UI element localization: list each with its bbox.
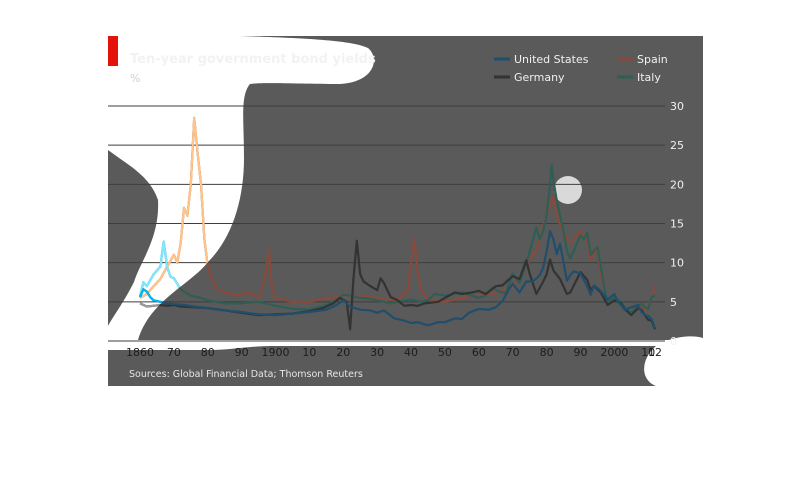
x-tick-label: 90 — [235, 346, 249, 359]
x-tick-label: 10 — [641, 346, 655, 359]
x-tick-label: 40 — [404, 346, 418, 359]
chart-title: Ten-year government bond yields — [130, 52, 376, 67]
x-tick-label: 50 — [438, 346, 452, 359]
chart-unit: % — [130, 72, 140, 85]
panel-blob-bottom — [108, 340, 703, 350]
series-line-united-states — [138, 230, 657, 329]
x-tick-label: 2000 — [600, 346, 628, 359]
highlight-dot — [554, 176, 582, 204]
y-tick-label: 20 — [670, 178, 684, 191]
y-axis: 0 5 10 15 20 25 30 — [670, 100, 684, 348]
y-tick-label: 0 — [670, 335, 677, 348]
chart-source: Sources: Global Financial Data; Thomson … — [129, 369, 363, 380]
y-tick-label: 25 — [670, 139, 684, 152]
x-tick-label: 90 — [573, 346, 587, 359]
legend-label-united-states: United States — [514, 53, 589, 66]
legend: United States Spain Germany Italy — [494, 53, 668, 84]
x-tick-label: 80 — [201, 346, 215, 359]
x-tick-label: 30 — [370, 346, 384, 359]
grid-lines — [108, 105, 665, 342]
legend-label-italy: Italy — [637, 71, 661, 84]
x-tick-label: 80 — [540, 346, 554, 359]
series-lines — [138, 116, 657, 331]
x-tick-label: 1900 — [262, 346, 290, 359]
x-tick-label: 12 — [648, 346, 662, 359]
x-tick-label: 1860 — [126, 346, 154, 359]
y-tick-label: 30 — [670, 100, 684, 113]
brand-accent-bar — [108, 36, 118, 66]
series-line-spain-highlight — [139, 116, 255, 316]
y-tick-label: 5 — [670, 296, 677, 309]
panel-blob-right — [644, 336, 703, 390]
legend-label-germany: Germany — [514, 71, 565, 84]
x-tick-label: 10 — [302, 346, 316, 359]
x-tick-label: 70 — [506, 346, 520, 359]
x-tick-label: 70 — [167, 346, 181, 359]
y-tick-label: 10 — [670, 257, 684, 270]
panel-blob-left — [108, 36, 374, 340]
x-tick-label: 60 — [472, 346, 486, 359]
x-tick-label: 20 — [336, 346, 350, 359]
series-line-italy — [138, 163, 656, 314]
y-tick-label: 15 — [670, 218, 684, 231]
legend-label-spain: Spain — [637, 53, 668, 66]
